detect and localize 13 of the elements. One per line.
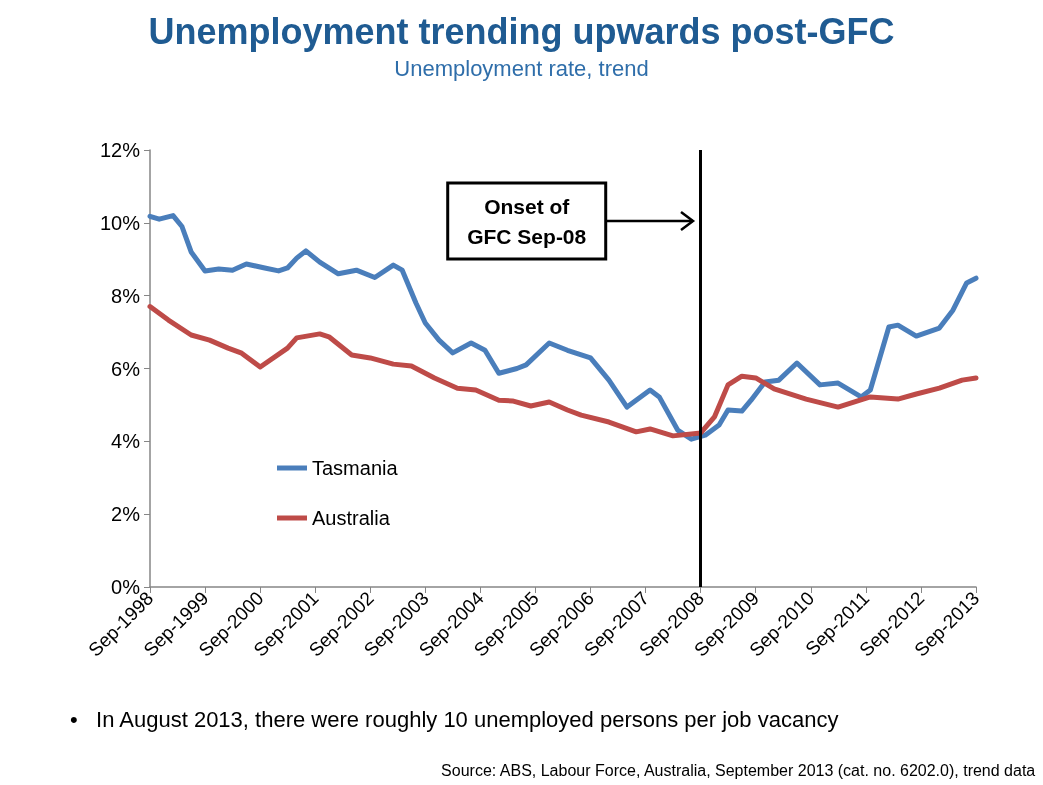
chart-title: Unemployment trending upwards post-GFC [148, 10, 895, 52]
source-note: Source: ABS, Labour Force, Australia, September 2013 (cat. no. 6202.0), trend data [441, 761, 1036, 779]
y-tick-label: 12% [99, 139, 141, 161]
y-tick-label: 10% [99, 211, 141, 234]
legend-label: Tasmania [312, 457, 399, 479]
legend-label: Australia [312, 507, 391, 529]
ref-line-label: Onset of GFC Sep-08 [467, 194, 587, 248]
chart-subtitle: Unemployment rate, trend [394, 55, 649, 81]
y-tick-label: 2% [111, 503, 141, 526]
text: • In August 2013, there were roughly 10 unemployed persons per job vacancy [70, 706, 839, 732]
y-tick-label: 8% [111, 284, 141, 307]
y-tick-label: 6% [111, 357, 141, 380]
y-tick-label: 4% [111, 430, 141, 453]
